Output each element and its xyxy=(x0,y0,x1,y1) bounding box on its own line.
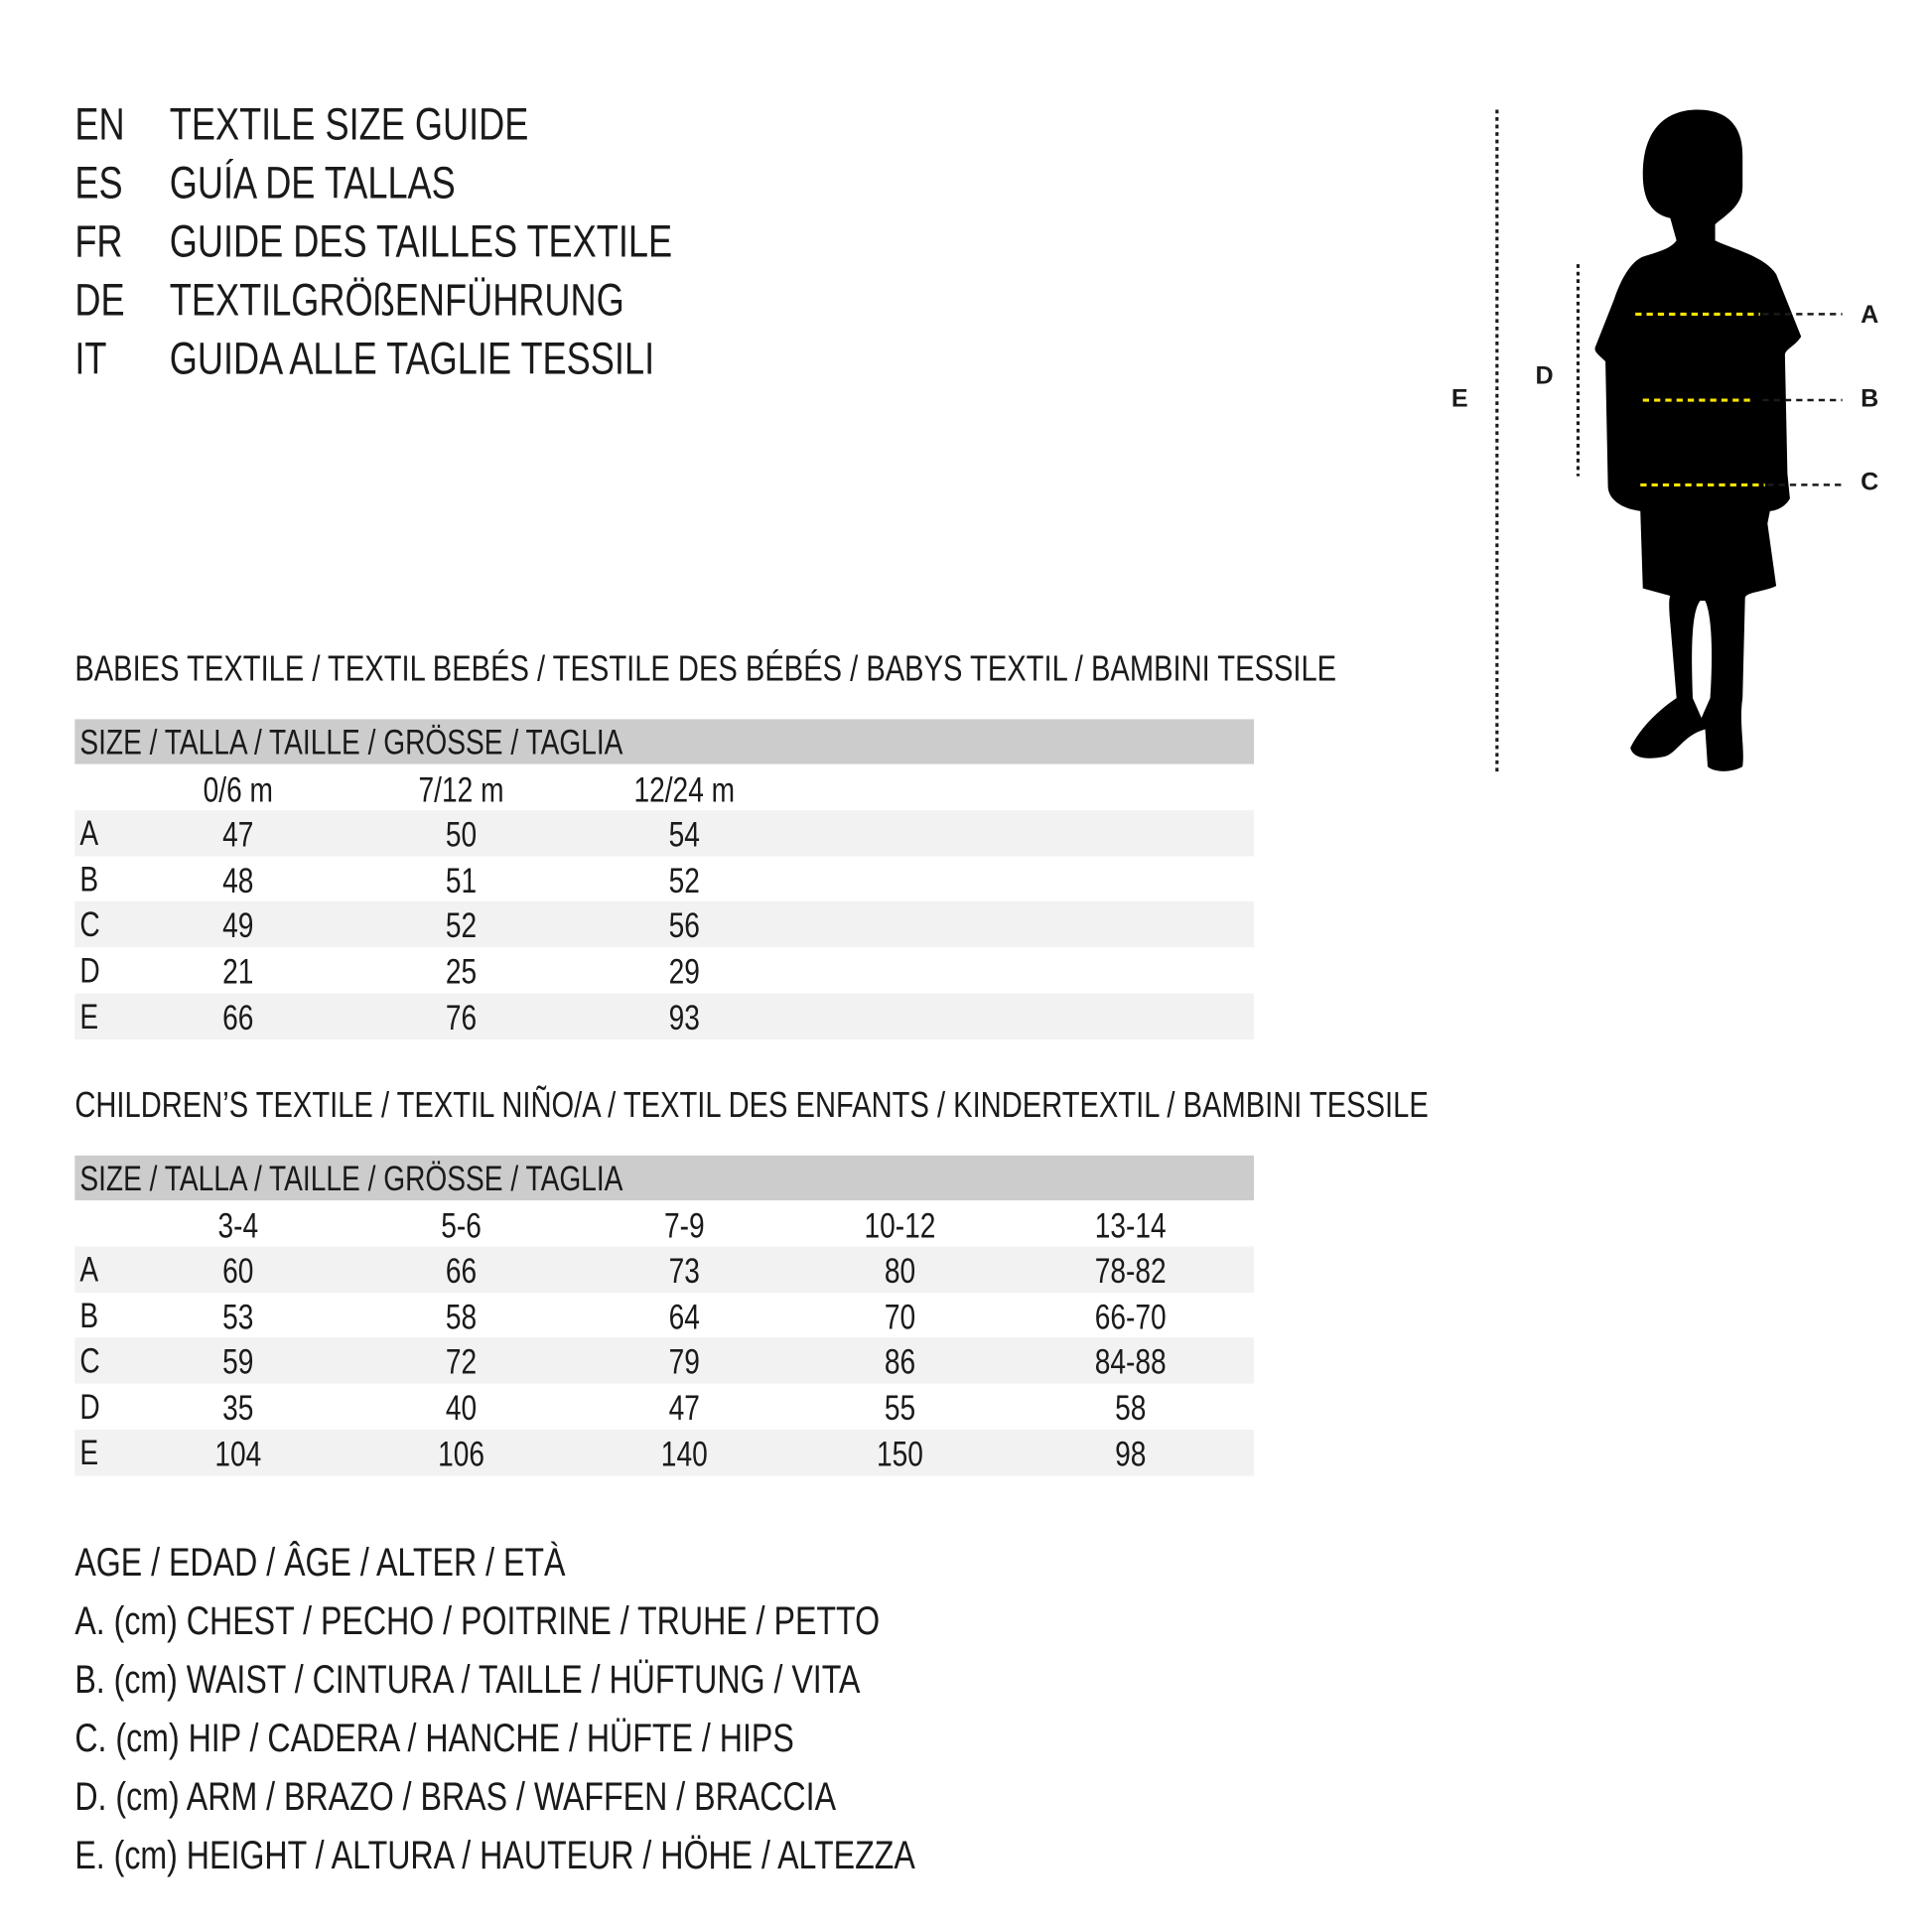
column-header: 7/12 m xyxy=(418,769,504,809)
title-text: TEXTILE SIZE GUIDE xyxy=(169,98,529,150)
table-row xyxy=(74,1429,1255,1476)
table-header-bar xyxy=(74,719,1255,764)
column-header: 0/6 m xyxy=(203,769,273,809)
legend-line: AGE / EDAD / ÂGE / ALTER / ETÀ xyxy=(74,1539,566,1585)
title-text: GUIDA ALLE TAGLIE TESSILI xyxy=(169,333,655,384)
language-code: ES xyxy=(74,157,123,208)
legend-line: C. (cm) HIP / CADERA / HANCHE / HÜFTE / … xyxy=(74,1715,794,1760)
table-cell: 58 xyxy=(1115,1388,1147,1428)
table-row xyxy=(74,810,1255,857)
table-cell: 73 xyxy=(668,1251,700,1291)
table-row xyxy=(74,993,1255,1039)
legend-line: E. (cm) HEIGHT / ALTURA / HAUTEUR / HÖHE… xyxy=(74,1832,915,1877)
column-header: 3-4 xyxy=(217,1206,259,1246)
row-label: B xyxy=(79,1296,99,1335)
table-cell: 150 xyxy=(877,1434,923,1473)
table-row xyxy=(74,1246,1255,1293)
table-header-label: SIZE / TALLA / TAILLE / GRÖSSE / TAGLIA xyxy=(79,723,623,762)
table-header-label: SIZE / TALLA / TAILLE / GRÖSSE / TAGLIA xyxy=(79,1159,623,1198)
column-header: 5-6 xyxy=(441,1206,482,1246)
row-label: B xyxy=(79,859,99,898)
row-label: C xyxy=(79,1341,100,1381)
table-cell: 51 xyxy=(445,861,478,900)
table-cell: 104 xyxy=(214,1434,262,1473)
table-cell: 60 xyxy=(222,1251,254,1291)
table-cell: 84-88 xyxy=(1094,1342,1167,1382)
legend-line: D. (cm) ARM / BRAZO / BRAS / WAFFEN / BR… xyxy=(74,1773,837,1819)
table-cell: 66-70 xyxy=(1094,1297,1167,1336)
table-cell: 29 xyxy=(668,952,700,992)
table-cell: 55 xyxy=(884,1388,916,1428)
table-cell: 86 xyxy=(884,1342,916,1382)
table-cell: 25 xyxy=(445,952,478,992)
row-label: E xyxy=(79,997,99,1036)
table-cell: 70 xyxy=(884,1297,916,1336)
table-cell: 79 xyxy=(668,1342,700,1382)
table-row xyxy=(74,901,1255,948)
table-cell: 58 xyxy=(445,1297,478,1336)
language-code: DE xyxy=(74,274,125,326)
language-code: EN xyxy=(74,98,125,150)
table-cell: 56 xyxy=(668,906,700,946)
table-cell: 48 xyxy=(222,861,254,900)
title-text: TEXTILGRÖßENFÜHRUNG xyxy=(169,274,624,326)
table-cell: 98 xyxy=(1115,1434,1147,1473)
table-cell: 59 xyxy=(222,1342,254,1382)
table-cell: 140 xyxy=(660,1434,708,1473)
label-e: E xyxy=(1450,384,1468,413)
title-text: GUIDE DES TAILLES TEXTILE xyxy=(169,215,673,267)
row-label: A xyxy=(79,813,99,853)
row-label: C xyxy=(79,904,100,944)
table-cell: 80 xyxy=(884,1251,916,1291)
table-cell: 78-82 xyxy=(1094,1251,1167,1291)
row-label: D xyxy=(79,951,100,990)
table-cell: 54 xyxy=(668,815,700,855)
table-cell: 47 xyxy=(668,1388,700,1428)
label-d: D xyxy=(1535,362,1554,390)
title-text: GUÍA DE TALLAS xyxy=(169,157,456,208)
table-header-bar xyxy=(74,1155,1255,1201)
table-cell: 66 xyxy=(222,998,254,1037)
table-cell: 72 xyxy=(445,1342,478,1382)
table-cell: 47 xyxy=(222,815,254,855)
legend-line: B. (cm) WAIST / CINTURA / TAILLE / HÜFTU… xyxy=(74,1656,861,1702)
label-b: B xyxy=(1861,384,1879,413)
label-c: C xyxy=(1861,469,1879,496)
table-cell: 64 xyxy=(668,1297,700,1336)
child-silhouette-icon xyxy=(1594,109,1802,771)
language-code: FR xyxy=(74,215,123,267)
table-cell: 21 xyxy=(222,952,254,992)
table-cell: 40 xyxy=(445,1388,478,1428)
column-header: 13-14 xyxy=(1094,1206,1167,1246)
table-cell: 35 xyxy=(222,1388,254,1428)
table-cell: 50 xyxy=(445,815,478,855)
table-cell: 106 xyxy=(438,1434,484,1473)
column-header: 7-9 xyxy=(663,1206,705,1246)
table-cell: 76 xyxy=(445,998,478,1037)
row-label: A xyxy=(79,1250,99,1290)
table-row xyxy=(74,1337,1255,1385)
table-cell: 93 xyxy=(668,998,700,1037)
table-cell: 53 xyxy=(222,1297,254,1336)
row-label: D xyxy=(79,1387,100,1427)
column-header: 10-12 xyxy=(864,1206,936,1246)
language-code: IT xyxy=(74,333,107,384)
children-section-title: CHILDREN’S TEXTILE / TEXTIL NIÑO/A / TEX… xyxy=(74,1085,1429,1126)
row-label: E xyxy=(79,1433,99,1472)
legend-line: A. (cm) CHEST / PECHO / POITRINE / TRUHE… xyxy=(74,1597,881,1643)
babies-section-title: BABIES TEXTILE / TEXTIL BEBÉS / TESTILE … xyxy=(74,649,1337,690)
label-a: A xyxy=(1861,301,1879,330)
child-silhouette-diagram xyxy=(1495,109,1843,773)
table-cell: 49 xyxy=(222,906,254,946)
column-header: 12/24 m xyxy=(633,769,736,809)
table-cell: 66 xyxy=(445,1251,478,1291)
table-cell: 52 xyxy=(445,906,478,946)
table-cell: 52 xyxy=(668,861,700,900)
